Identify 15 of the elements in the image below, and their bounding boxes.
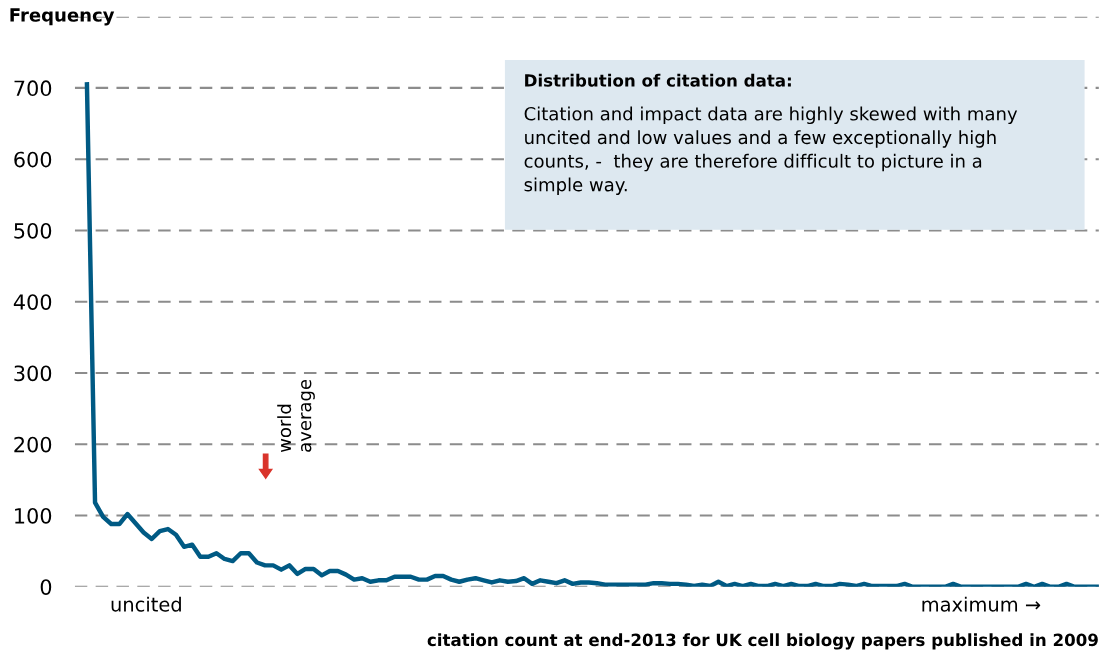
y-tick-label: 600: [14, 151, 52, 168]
text: uncited: [111, 596, 181, 612]
annotation: world average: [277, 379, 315, 453]
y-tick-label: 0: [40, 579, 52, 595]
y-tick-label: 400: [13, 294, 52, 310]
annotation: Distribution of citation data:: [525, 73, 791, 87]
y-axis-title: Frequency: [10, 8, 115, 26]
y-tick-label: 100: [15, 507, 52, 524]
text: maximum →: [922, 596, 1041, 612]
y-tick-label: 200: [14, 436, 52, 453]
x-axis-title: citation count at end-2013 for UK cell biology papers published in 2009: [427, 633, 1098, 650]
y-tick-label: 300: [14, 365, 52, 382]
annotation: Citation and impact data are highly skewed with many uncited and low values and a few exceptionally high counts, - they are therefore difficult to picture in a simple way.: [524, 106, 1018, 195]
y-tick-label: 500: [14, 222, 52, 239]
y-tick-label: 700: [14, 80, 52, 97]
